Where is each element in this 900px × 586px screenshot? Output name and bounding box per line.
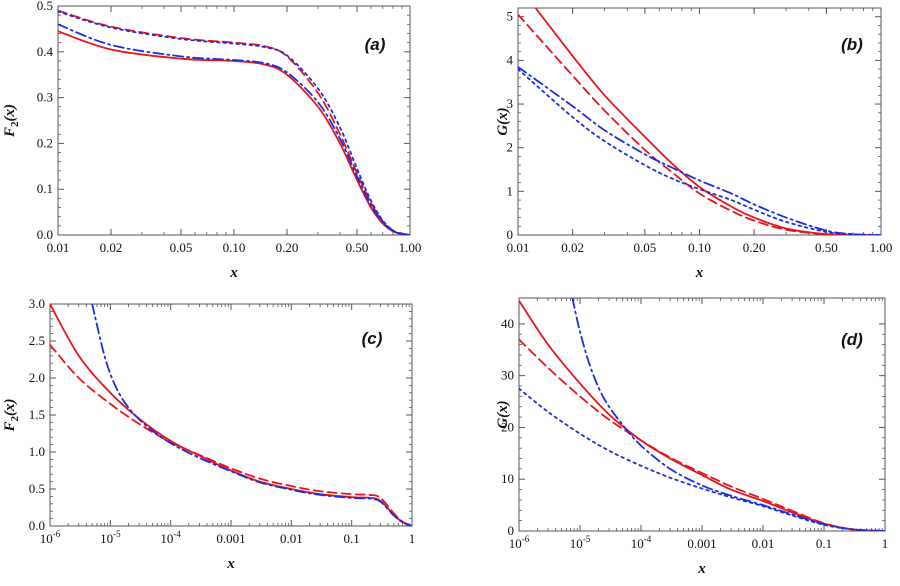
series-line-blue-dotted — [518, 68, 881, 235]
y-tick-label: 0.5 — [37, 0, 53, 13]
x-tick-label: 0.01 — [507, 240, 530, 255]
x-axis-label: x — [226, 556, 235, 572]
y-tick-label: 1.5 — [29, 407, 45, 422]
y-tick-label: 3.0 — [29, 296, 45, 311]
y-tick-label: 0.4 — [37, 44, 54, 59]
plot-frame — [49, 303, 413, 527]
x-axis-label: x — [697, 561, 706, 577]
y-tick-label: 10 — [501, 471, 514, 486]
x-tick-label: 1.00 — [870, 240, 893, 255]
panel-label: (b) — [841, 35, 863, 54]
x-tick-label: 0.10 — [223, 240, 246, 255]
panel-label: (c) — [362, 329, 383, 348]
x-tick-label: 1.00 — [399, 240, 422, 255]
panel-label: (d) — [841, 330, 863, 349]
series-line-blue-dashdot — [571, 298, 885, 531]
series-line-red-dashed — [518, 13, 881, 235]
y-axis-label: G(x) — [495, 400, 511, 428]
y-tick-label: 1 — [507, 183, 514, 198]
x-tick-label: 0.1 — [816, 536, 832, 551]
y-axis-label: F2(x) — [2, 398, 21, 432]
y-tick-label: 30 — [501, 368, 514, 383]
y-tick-label: 1.0 — [29, 444, 45, 459]
x-tick-label: 0.05 — [170, 240, 193, 255]
y-tick-label: 0.3 — [37, 90, 53, 105]
y-tick-label: 0.0 — [29, 518, 45, 533]
plot-frame — [518, 297, 886, 532]
panel-1: 0.01 0.02 0.05 0.10 0.20 0.50 1.00 0 1 2 3 4 5 (b) x G(… — [495, 7, 893, 281]
y-tick-label: 2.0 — [29, 370, 45, 385]
x-tick-label: 10-5 — [100, 529, 121, 546]
x-tick-label: 0.20 — [276, 240, 299, 255]
x-tick-label: 0.50 — [815, 240, 838, 255]
x-tick-label: 0.50 — [346, 240, 369, 255]
panel-3: 10-6 10-5 10-4 0.001 0.01 0.1 1010203040(d)xG(… — [495, 297, 889, 577]
x-axis-label: x — [695, 265, 704, 281]
y-tick-label: 0.2 — [37, 135, 53, 150]
x-tick-label: 0.1 — [344, 531, 360, 546]
y-tick-label: 0 — [508, 523, 515, 538]
y-tick-label: 3 — [507, 96, 514, 111]
y-tick-label: 4 — [507, 52, 514, 67]
y-axis-label: F2(x) — [2, 104, 21, 138]
series-line-red-dashed — [50, 343, 412, 526]
series-line-red-dashed — [519, 338, 885, 531]
x-tick-label: 1 — [409, 531, 416, 546]
y-axis-label: G(x) — [495, 107, 511, 135]
y-tick-label: 20 — [501, 419, 514, 434]
x-tick-label: 0.01 — [280, 531, 303, 546]
series-line-red-solid — [50, 304, 412, 526]
x-tick-label: 0.02 — [561, 240, 584, 255]
y-tick-label: 5 — [507, 9, 514, 24]
x-tick-label: 0.05 — [633, 240, 656, 255]
y-tick-label: 2 — [507, 140, 514, 155]
x-tick-label: 10-6 — [509, 534, 530, 551]
x-tick-label: 10-5 — [570, 534, 591, 551]
x-tick-label: 1 — [882, 536, 889, 551]
y-tick-label: 0.0 — [37, 227, 53, 242]
y-tick-label: 0 — [507, 227, 514, 242]
y-tick-label: 0.5 — [29, 481, 45, 496]
panel-0: 0.01 0.02 0.05 0.10 0.20 0.50 1.00 0.0 0.1 0.2 0.3… — [2, 0, 421, 281]
series-line-blue-dotted — [519, 387, 885, 531]
panel-label: (a) — [365, 35, 386, 54]
plot-frame — [517, 7, 882, 236]
panel-2: 10-6 10-5 10-4 0.001 0.01 0.1 1 0.0 0.5 1.0 1.5 2.0… — [2, 296, 415, 572]
series-line-blue-dotted — [58, 10, 410, 235]
series-line-red-solid — [58, 30, 410, 235]
x-tick-label: 0.20 — [743, 240, 766, 255]
x-tick-label: 0.001 — [687, 536, 716, 551]
series-line-blue-dashdot — [91, 304, 412, 526]
y-tick-label: 0.1 — [37, 181, 53, 196]
y-tick-label: 2.5 — [29, 333, 45, 348]
series-line-blue-dashdot — [58, 23, 410, 235]
series-line-red-solid — [519, 299, 885, 531]
x-tick-label: 10-6 — [40, 529, 61, 546]
x-tick-label: 0.10 — [688, 240, 711, 255]
x-tick-label: 0.001 — [216, 531, 245, 546]
y-tick-label: 40 — [501, 316, 514, 331]
series-line-red-solid — [534, 8, 881, 235]
x-axis-label: x — [229, 265, 238, 281]
x-tick-label: 0.02 — [100, 240, 123, 255]
plot-frame — [57, 5, 411, 236]
series-line-blue-dashdot — [518, 66, 881, 235]
x-tick-label: 0.01 — [47, 240, 70, 255]
x-tick-label: 0.01 — [752, 536, 775, 551]
x-tick-label: 10-4 — [160, 529, 181, 546]
x-tick-label: 10-4 — [631, 534, 652, 551]
